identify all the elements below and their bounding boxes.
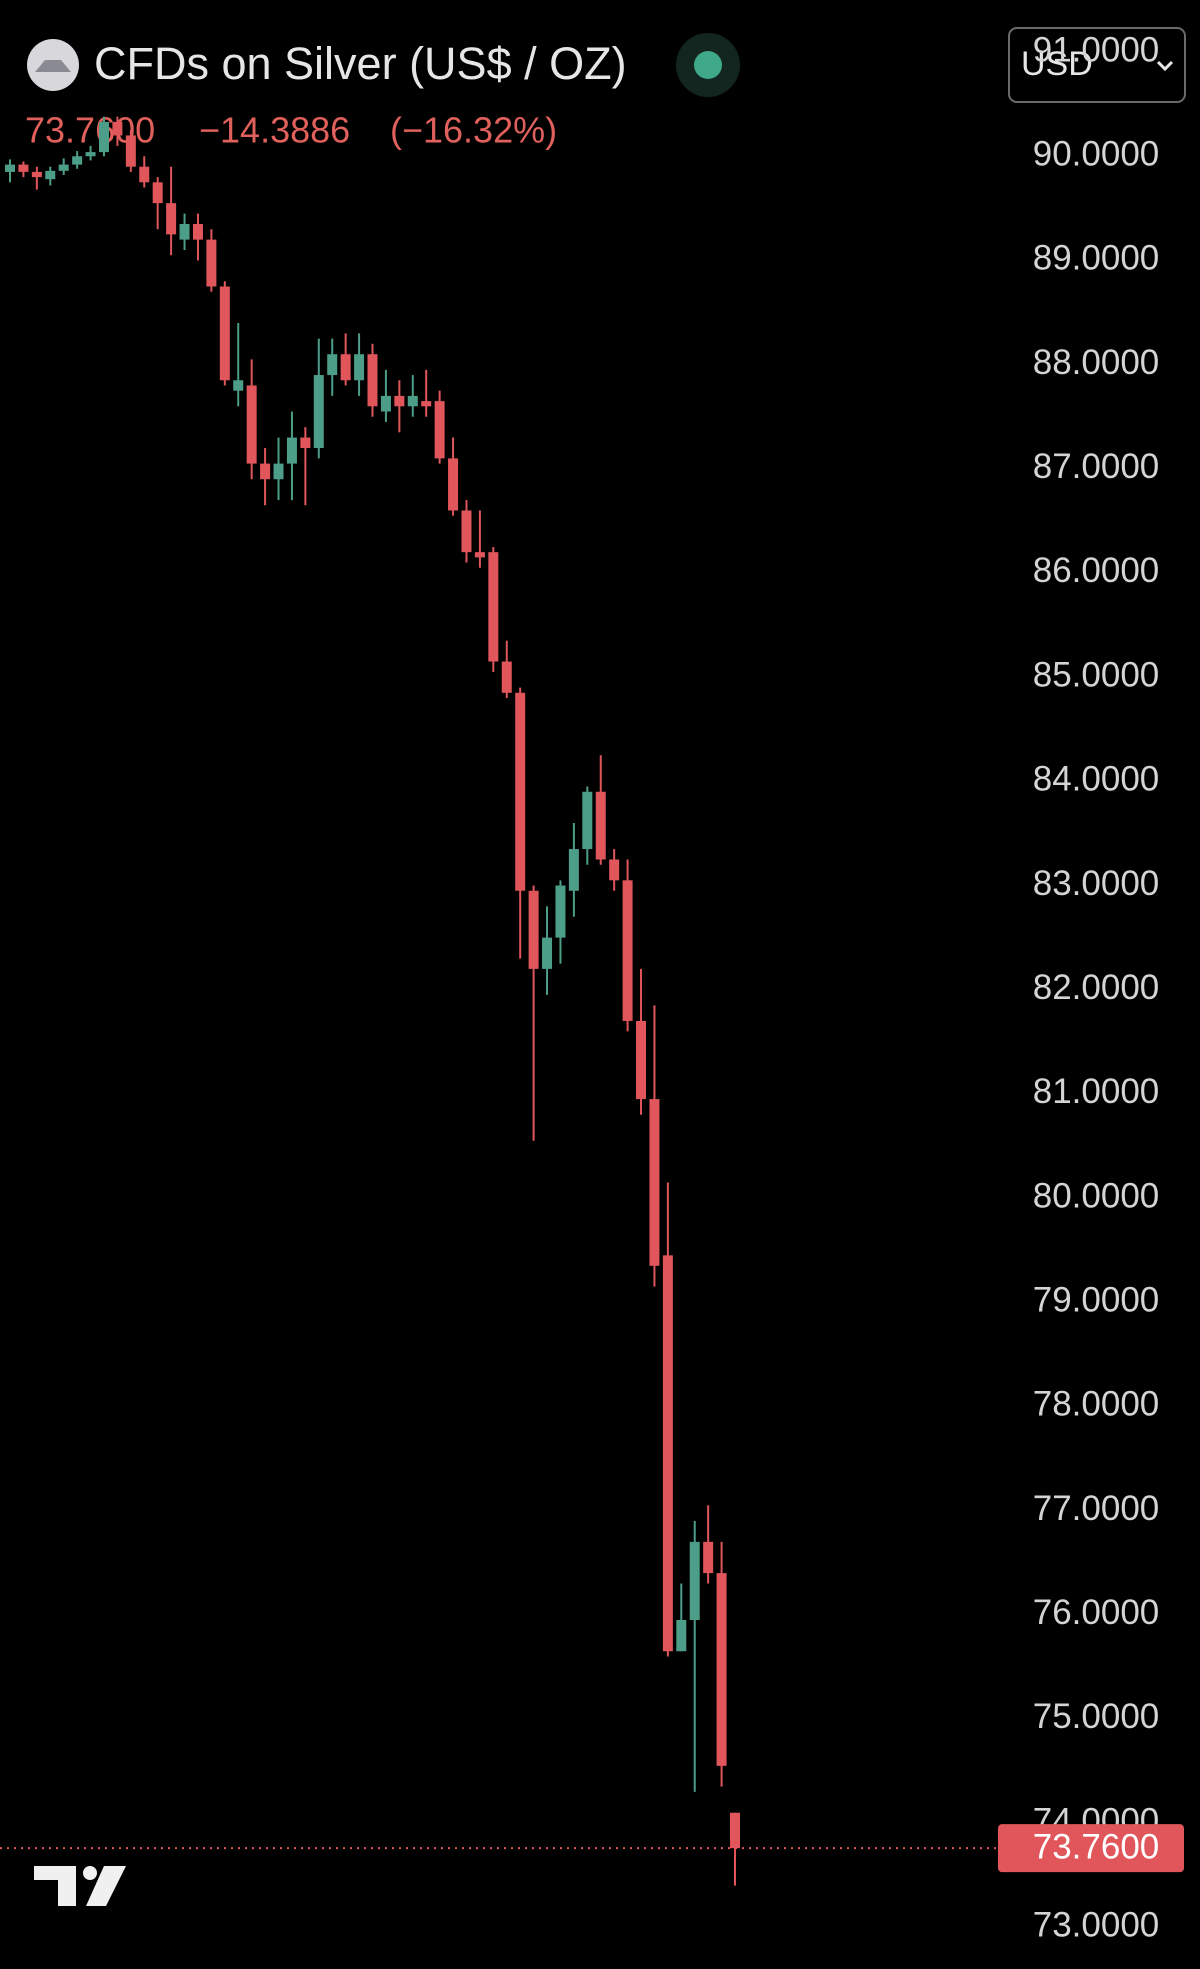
candle-body: [354, 354, 365, 381]
symbol-title: CFDs on Silver (US$ / OZ): [94, 38, 627, 89]
candle-body: [676, 1619, 687, 1652]
candle-body: [501, 661, 512, 693]
candle-body: [58, 164, 69, 171]
candle-body: [5, 164, 15, 172]
currency-button[interactable]: [1008, 27, 1186, 103]
candle-body: [421, 401, 432, 407]
candle-body: [246, 385, 257, 464]
price-change: −14.3886: [199, 110, 350, 151]
candle-body: [434, 401, 445, 459]
candle-body: [233, 380, 244, 391]
candle-body: [528, 890, 539, 969]
currency-label[interactable]: USD: [1021, 45, 1093, 83]
candle-body: [622, 880, 633, 1021]
candle-body: [260, 463, 271, 480]
candle-body: [474, 552, 485, 558]
symbol-icon-bars: [35, 60, 71, 72]
candle-body: [568, 849, 579, 891]
y-tick-label: 80.0000: [1033, 1176, 1160, 1215]
candle-body: [300, 437, 311, 448]
candle-body: [394, 395, 405, 407]
candle-body: [98, 121, 109, 153]
tradingview-logo: [34, 1866, 126, 1906]
candle-body: [595, 791, 606, 860]
candle-body: [609, 859, 620, 881]
y-tick-label: 77.0000: [1033, 1489, 1160, 1528]
logo-part: [86, 1866, 126, 1906]
candle-body: [380, 395, 391, 412]
y-tick-label: 75.0000: [1033, 1697, 1160, 1736]
candle-body: [45, 170, 56, 180]
candle-body: [461, 510, 472, 553]
candle-body: [703, 1541, 714, 1574]
candle-body: [125, 135, 136, 167]
candle-body: [515, 692, 526, 891]
candle-body: [72, 156, 83, 165]
candle-body: [85, 152, 96, 157]
market-status-dot: [694, 51, 722, 79]
candle-body: [286, 437, 297, 464]
logo-part: [83, 1866, 97, 1880]
y-tick-label: 83.0000: [1033, 864, 1160, 903]
candle-body: [636, 1020, 647, 1100]
candle-body: [206, 239, 217, 287]
candle-body: [273, 463, 284, 480]
y-tick-label: 91.0000: [1033, 30, 1160, 69]
candle-body: [488, 552, 499, 662]
candle-body: [152, 182, 163, 204]
candle-body: [582, 791, 593, 850]
currency-chevron[interactable]: [1156, 60, 1174, 72]
candle-body: [179, 223, 190, 240]
candle-body: [689, 1541, 700, 1620]
y-tick-label: 81.0000: [1033, 1072, 1160, 1111]
last-price-box: [998, 1824, 1184, 1873]
y-tick-label: 87.0000: [1033, 447, 1160, 486]
candle-body: [662, 1255, 673, 1652]
candle-body: [716, 1573, 727, 1766]
candle-body: [166, 203, 177, 235]
candle-body: [313, 375, 324, 448]
last-price-box-label: 73.7600: [1033, 1827, 1160, 1866]
logo-part: [34, 1866, 76, 1906]
candle-body: [340, 354, 351, 381]
y-tick-label: 84.0000: [1033, 760, 1160, 799]
candle-body: [327, 354, 338, 376]
candle-body: [192, 223, 203, 240]
y-tick-label: 88.0000: [1033, 343, 1160, 382]
y-tick-label: 89.0000: [1033, 239, 1160, 278]
candle-body: [407, 395, 418, 407]
candle-body: [730, 1812, 740, 1849]
candle-body: [112, 121, 123, 136]
y-tick-label: 85.0000: [1033, 655, 1160, 694]
candle-body: [555, 885, 566, 938]
candle-body: [139, 166, 150, 183]
price-change-percent: (−16.32%): [390, 110, 557, 151]
candle-body: [219, 286, 230, 381]
y-tick-label: 79.0000: [1033, 1280, 1160, 1319]
candle-body: [649, 1099, 660, 1266]
candle-body: [448, 458, 459, 511]
candle-body: [18, 164, 29, 172]
candle-body: [542, 937, 553, 969]
y-tick-label: 73.0000: [1033, 1906, 1160, 1945]
y-tick-label: 78.0000: [1033, 1385, 1160, 1424]
candle-body: [367, 354, 378, 407]
candle-body: [31, 171, 42, 178]
y-tick-label: 86.0000: [1033, 551, 1160, 590]
y-tick-label: 90.0000: [1033, 135, 1160, 174]
y-tick-label: 76.0000: [1033, 1593, 1160, 1632]
y-tick-label: 82.0000: [1033, 968, 1160, 1007]
